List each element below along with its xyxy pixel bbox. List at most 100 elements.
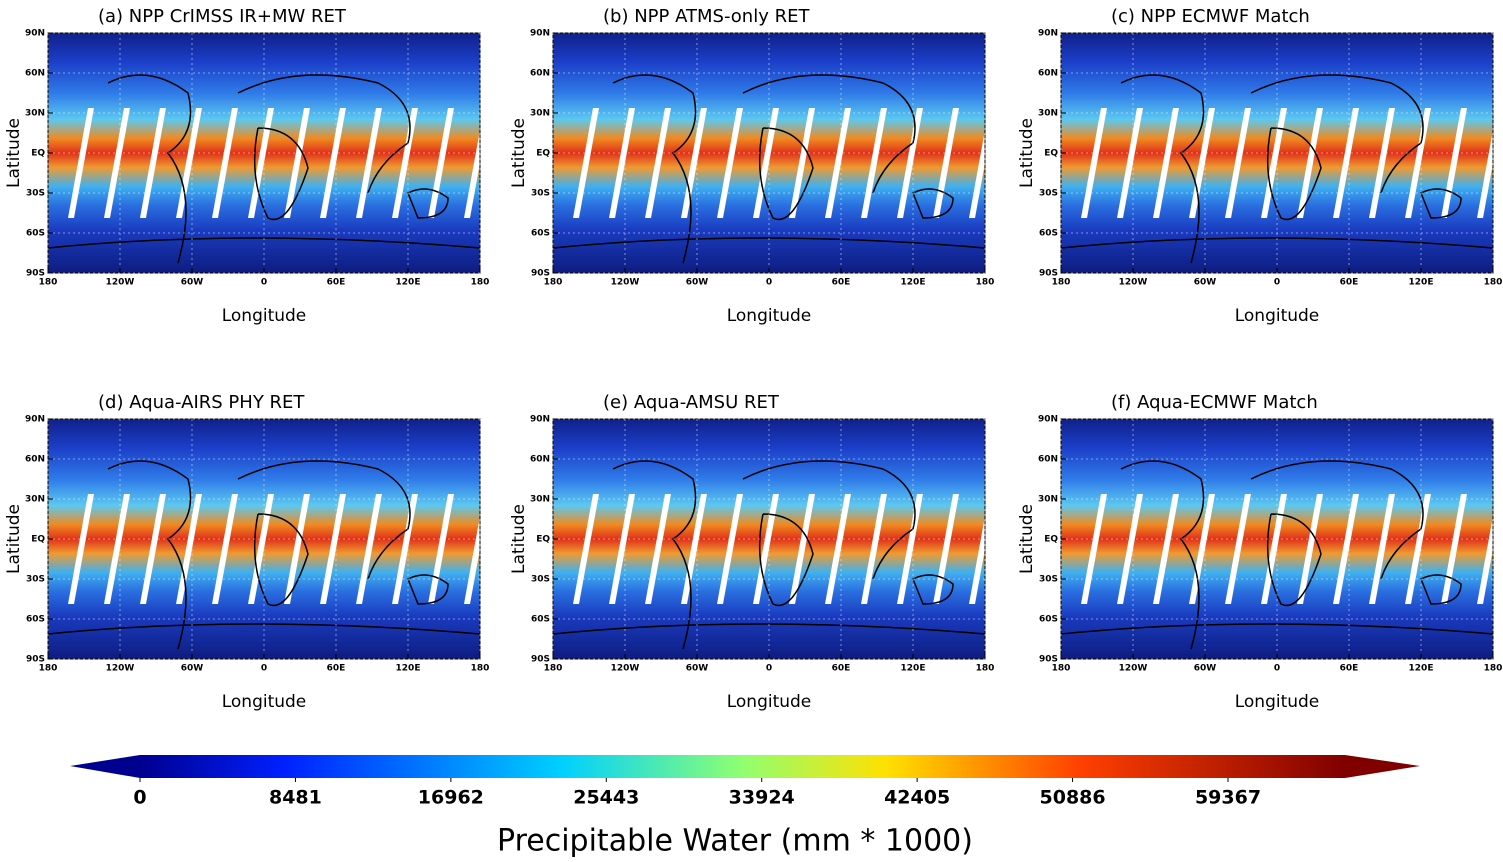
swath-gap <box>1153 494 1179 604</box>
x-axis-label: Longitude <box>1235 306 1320 326</box>
x-tick-label: 120E <box>396 664 421 674</box>
y-axis-label: Latitude <box>509 504 529 574</box>
swath-gap <box>1261 494 1287 604</box>
y-axis-label: Latitude <box>4 504 24 574</box>
swath-gap <box>681 494 707 604</box>
swath-gap <box>1081 108 1107 218</box>
colorbar-label: Precipitable Water (mm * 1000) <box>497 824 973 859</box>
colorbar-tick-label: 59367 <box>1195 787 1261 809</box>
swath-gap <box>645 108 671 218</box>
swath-gap <box>609 108 635 218</box>
x-tick-label: 0 <box>1274 664 1280 674</box>
swath-gap <box>1333 108 1359 218</box>
y-tick-label: 90S <box>26 655 45 665</box>
x-tick-label: 180 <box>39 278 58 288</box>
swath-gap <box>969 130 985 218</box>
swath-gap <box>861 494 887 604</box>
x-tick-label: 0 <box>1274 278 1280 288</box>
swath-gap <box>104 108 130 218</box>
x-tick-label: 120W <box>106 278 135 288</box>
y-axis-label: Latitude <box>1017 118 1037 188</box>
x-tick-label: 180 <box>471 664 490 674</box>
x-tick-label: 60W <box>686 664 709 674</box>
y-tick-label: EQ <box>536 149 550 159</box>
swath-gap <box>645 494 671 604</box>
y-tick-label: 60S <box>26 615 45 625</box>
x-axis-label: Longitude <box>727 306 812 326</box>
y-tick-label: 30N <box>25 109 45 119</box>
y-tick-label: 90N <box>1038 29 1058 39</box>
x-axis-label: Longitude <box>1235 692 1320 712</box>
swath-gap <box>681 108 707 218</box>
y-tick-label: 60S <box>1039 615 1058 625</box>
x-tick-label: 0 <box>766 278 772 288</box>
x-tick-label: 120W <box>1119 664 1148 674</box>
y-tick-label: 90S <box>531 269 550 279</box>
x-tick-label: 120E <box>396 278 421 288</box>
y-tick-label: 60S <box>26 229 45 239</box>
swath-gap <box>1297 108 1323 218</box>
coastline <box>1061 460 1493 650</box>
coastline <box>553 460 985 650</box>
map-panel: (d) Aqua-AIRS PHY RET Longitude Latitude 18… <box>4 392 490 712</box>
y-tick-label: 60S <box>531 615 550 625</box>
y-tick-label: 30S <box>26 189 45 199</box>
swath-gap <box>1477 516 1493 604</box>
y-tick-label: 30N <box>1038 495 1058 505</box>
x-tick-label: 60E <box>327 664 346 674</box>
swath-gap <box>717 494 743 604</box>
swath-gap <box>573 494 599 604</box>
coastline <box>48 460 480 650</box>
y-tick-label: 90N <box>530 415 550 425</box>
x-tick-label: 120W <box>106 664 135 674</box>
swath-gaps <box>573 494 985 604</box>
x-tick-label: 180 <box>976 278 995 288</box>
swath-gap <box>176 108 202 218</box>
y-tick-label: 30N <box>1038 109 1058 119</box>
x-tick-label: 60E <box>327 278 346 288</box>
colorbar <box>140 755 1345 778</box>
colorbar-tick-label: 42405 <box>884 787 950 809</box>
swath-gap <box>140 108 166 218</box>
y-tick-label: EQ <box>31 535 45 545</box>
colorbar-tick-label: 16962 <box>418 787 484 809</box>
swath-gap <box>356 108 382 218</box>
y-tick-label: 30N <box>25 495 45 505</box>
x-tick-label: 60W <box>686 278 709 288</box>
y-tick-label: 90S <box>1039 655 1058 665</box>
x-axis-label: Longitude <box>727 692 812 712</box>
swath-gap <box>1477 130 1493 218</box>
coastline <box>1061 74 1493 264</box>
swath-gap <box>356 494 382 604</box>
swath-gap <box>392 494 418 604</box>
y-tick-label: 60S <box>1039 229 1058 239</box>
colorbar-tick-label: 8481 <box>269 787 322 809</box>
y-tick-label: 30S <box>531 575 550 585</box>
colorbar-min-arrow <box>70 755 140 778</box>
x-tick-label: 60E <box>1340 278 1359 288</box>
x-tick-label: 120W <box>1119 278 1148 288</box>
y-tick-label: 30N <box>530 495 550 505</box>
swath-gaps <box>1081 494 1493 604</box>
swath-gap <box>1405 108 1431 218</box>
swath-gap <box>1189 108 1215 218</box>
swath-gap <box>1261 108 1287 218</box>
y-tick-label: 30S <box>1039 189 1058 199</box>
swath-gap <box>320 494 346 604</box>
x-tick-label: 0 <box>261 664 267 674</box>
swath-gap <box>284 108 310 218</box>
y-tick-label: 90S <box>531 655 550 665</box>
swath-gap <box>969 516 985 604</box>
colorbar-max-arrow <box>1345 755 1420 778</box>
x-tick-label: 60W <box>1194 664 1217 674</box>
x-tick-label: 180 <box>1052 278 1071 288</box>
map-panel: (a) NPP CrIMSS IR+MW RET Longitude Latitud… <box>4 6 489 326</box>
x-tick-label: 60E <box>1340 664 1359 674</box>
swath-gap <box>1369 494 1395 604</box>
x-tick-label: 60W <box>1194 278 1217 288</box>
y-tick-label: 60N <box>530 69 550 79</box>
swath-gap <box>1081 494 1107 604</box>
swath-gap <box>1117 108 1143 218</box>
swath-gap <box>284 494 310 604</box>
y-tick-label: 90N <box>1038 415 1058 425</box>
